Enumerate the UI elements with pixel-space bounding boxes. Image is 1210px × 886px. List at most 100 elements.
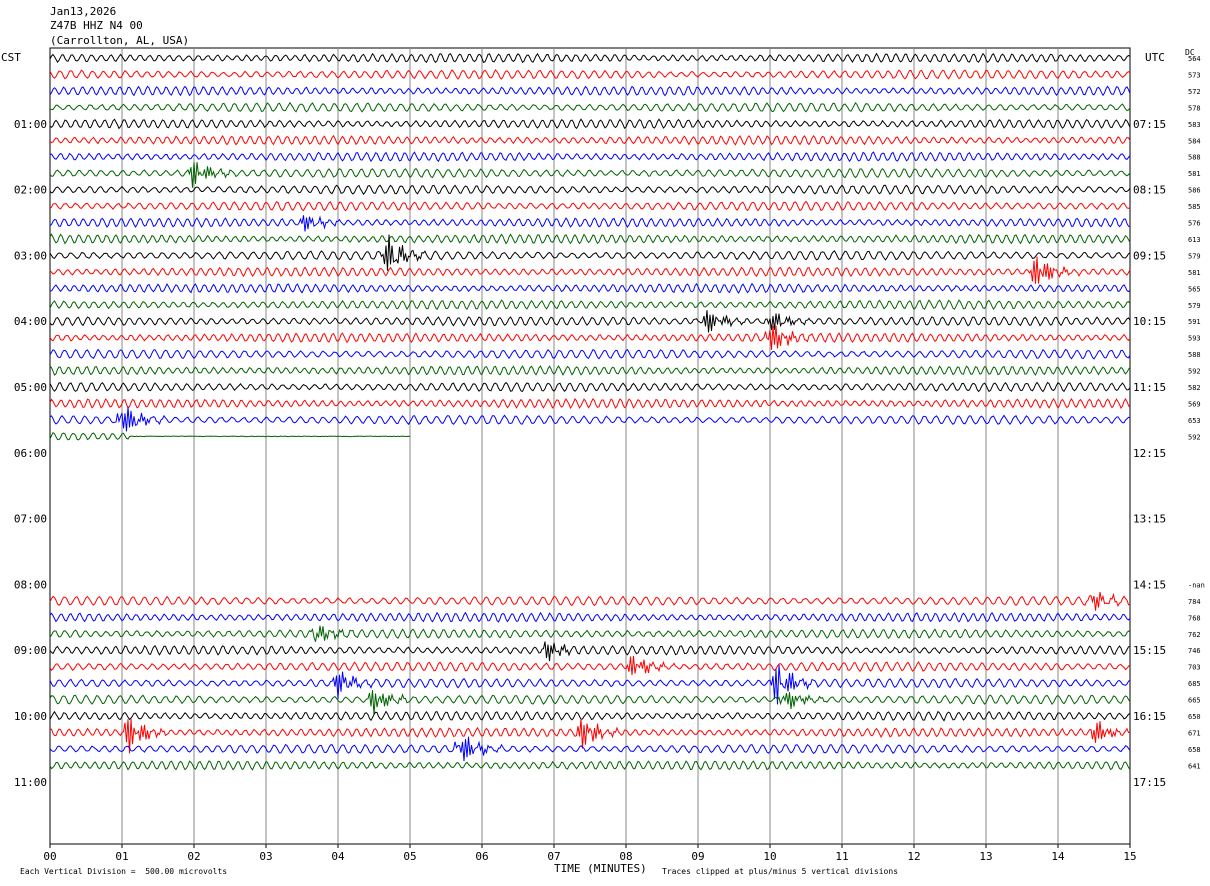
left-timezone-label: CST	[1, 51, 21, 64]
seismic-trace-line	[49, 118, 1131, 130]
seismic-trace-line	[49, 85, 1131, 97]
dc-value-label: 591	[1188, 318, 1201, 326]
left-hour-label: 05:00	[14, 381, 47, 394]
right-hour-label: 13:15	[1133, 513, 1166, 526]
axis-labels: 00 01 02 03 04 05 06 07 08 09 10 11 12 13 14 15 01:00 07:…	[14, 55, 1205, 863]
x-axis-title: TIME (MINUTES)	[554, 862, 647, 875]
x-tick-label: 06	[475, 850, 488, 863]
dc-value-label: 578	[1188, 104, 1201, 112]
left-hour-label: 09:00	[14, 644, 47, 657]
seismic-trace-line	[49, 611, 1131, 623]
seismic-trace-line	[49, 381, 1131, 393]
seismic-trace-line	[49, 299, 1131, 311]
dc-value-label: 581	[1188, 170, 1201, 178]
dc-value-label: 585	[1188, 203, 1201, 211]
chart-station: Z47B HHZ N4 00	[50, 19, 143, 32]
seismic-traces	[49, 52, 1131, 771]
seismic-trace-line	[49, 151, 1131, 163]
seismic-trace-line	[49, 690, 1131, 715]
left-hour-label: 03:00	[14, 249, 47, 262]
seismic-trace-line	[49, 233, 1131, 245]
seismic-trace-line	[49, 256, 1131, 284]
dc-value-label: 586	[1188, 187, 1201, 195]
seismic-trace-line	[49, 591, 1131, 611]
x-tick-label: 03	[259, 850, 272, 863]
dc-value-label: 685	[1188, 680, 1201, 688]
dc-value-label: 762	[1188, 631, 1201, 639]
dc-value-label: 671	[1188, 729, 1201, 737]
seismic-trace-line	[49, 760, 1131, 771]
x-tick-label: 05	[403, 850, 416, 863]
dc-value-label: 784	[1188, 598, 1201, 606]
left-hour-label: 07:00	[14, 513, 47, 526]
x-tick-label: 00	[43, 850, 56, 863]
right-hour-label: 17:15	[1133, 776, 1166, 789]
right-hour-label: 14:15	[1133, 578, 1166, 591]
x-tick-label: 09	[691, 850, 704, 863]
right-hour-label: 11:15	[1133, 381, 1166, 394]
dc-value-label: 579	[1188, 252, 1201, 260]
dc-value-label: 572	[1188, 88, 1201, 96]
dc-value-label: 588	[1188, 154, 1201, 162]
seismic-trace-line	[49, 200, 1131, 212]
dc-value-label: 746	[1188, 647, 1201, 655]
x-tick-label: 14	[1051, 850, 1065, 863]
seismic-trace-line	[49, 325, 1131, 350]
x-tick-label: 02	[187, 850, 200, 863]
clip-note: Traces clipped at plus/minus 5 vertical …	[662, 867, 899, 876]
dc-value-label: 573	[1188, 71, 1201, 79]
dc-value-label: 768	[1188, 614, 1201, 622]
seismic-trace-line	[49, 310, 1131, 333]
seismic-trace-line	[49, 101, 1131, 113]
dc-value-label: 576	[1188, 220, 1201, 228]
seismic-trace-line	[49, 710, 1131, 722]
right-hour-label: 15:15	[1133, 644, 1166, 657]
dc-value-label: 581	[1188, 269, 1201, 277]
right-hour-label: 08:15	[1133, 184, 1166, 197]
left-hour-label: 10:00	[14, 710, 47, 723]
seismic-trace-line	[49, 234, 1131, 271]
dc-header-label: DC	[1185, 48, 1195, 57]
x-tick-label: 08	[619, 850, 632, 863]
dc-value-label: 583	[1188, 121, 1201, 129]
dc-value-label: 592	[1188, 368, 1201, 376]
minute-grid	[49, 47, 1131, 845]
scale-note: Each Vertical Division = 500.00 microvol…	[20, 867, 228, 876]
dc-value-label: 650	[1188, 713, 1201, 721]
right-hour-label: 16:15	[1133, 710, 1166, 723]
seismic-trace-line	[49, 52, 1131, 64]
seismic-trace-line	[49, 134, 1131, 146]
dc-value-label: 564	[1188, 55, 1201, 63]
seismic-trace-line	[49, 718, 1130, 754]
seismic-trace-line	[49, 406, 1131, 432]
dc-value-label: 593	[1188, 335, 1201, 343]
dc-value-label: 592	[1188, 433, 1201, 441]
left-hour-label: 06:00	[14, 447, 47, 460]
seismic-trace-line	[49, 69, 1131, 80]
dc-value-label: 584	[1188, 137, 1201, 145]
seismic-trace-line	[49, 184, 1131, 196]
dc-value-label: 653	[1188, 417, 1201, 425]
left-hour-label: 01:00	[14, 118, 47, 131]
x-tick-label: 13	[979, 850, 992, 863]
dc-value-label: 569	[1188, 400, 1201, 408]
chart-date: Jan13,2026	[50, 5, 117, 18]
left-hour-label: 04:00	[14, 315, 47, 328]
seismic-trace-line	[49, 625, 1131, 642]
x-tick-label: 10	[763, 850, 776, 863]
right-hour-label: 07:15	[1133, 118, 1166, 131]
right-hour-label: 09:15	[1133, 249, 1166, 262]
seismic-trace-line	[49, 656, 1131, 676]
x-tick-label: 04	[331, 850, 345, 863]
seismic-trace-line	[49, 215, 1131, 232]
seismic-trace-line	[49, 365, 1131, 376]
chart-location: (Carrollton, AL, USA)	[50, 34, 190, 47]
dc-value-label: 579	[1188, 302, 1201, 310]
dc-value-label: 565	[1188, 285, 1201, 293]
plot-frame	[49, 47, 1131, 845]
seismic-trace-line	[49, 282, 1131, 294]
left-hour-label: 02:00	[14, 184, 47, 197]
x-tick-label: 15	[1123, 850, 1136, 863]
seismic-trace-line	[49, 397, 1131, 410]
dc-value-label: 665	[1188, 697, 1201, 705]
